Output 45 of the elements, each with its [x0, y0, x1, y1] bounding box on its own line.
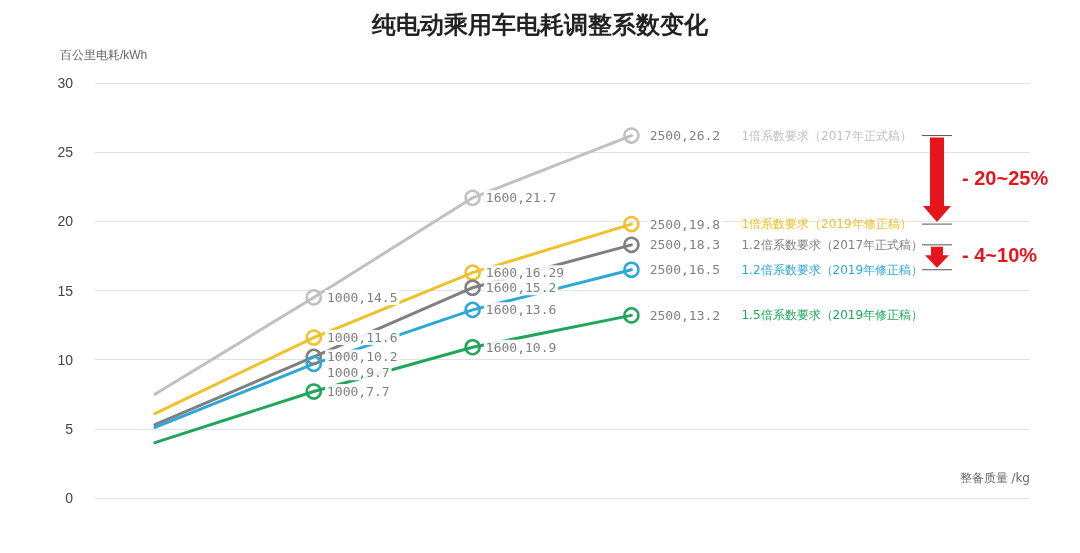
- data-label: 2500,18.3: [649, 237, 721, 253]
- data-label: 1600,15.2: [485, 280, 557, 296]
- data-label: 2500,26.2: [649, 128, 721, 144]
- data-label: 1000,11.6: [327, 330, 398, 346]
- point: [305, 383, 323, 400]
- y-tick-label: 30: [57, 75, 74, 91]
- data-label: 1600,13.6: [485, 302, 557, 318]
- point: [464, 279, 481, 296]
- data-label: 2500,13.2: [649, 307, 721, 323]
- point: [623, 307, 640, 324]
- point: [623, 236, 640, 254]
- point: [623, 215, 640, 233]
- y-tick-label: 10: [57, 351, 74, 368]
- point: [623, 261, 640, 278]
- text: 1.2倍系数要求（2019年修正稿）: [741, 262, 924, 277]
- point: [464, 264, 481, 281]
- data-label: 1000,7.7: [327, 383, 390, 399]
- point: [464, 338, 481, 356]
- text: 1倍系数要求（2019年修正稿）: [741, 217, 912, 232]
- data-label: 2500,19.8: [649, 216, 721, 232]
- y-tick-label: 25: [57, 144, 74, 161]
- data-label: 1000,10.2: [327, 349, 398, 365]
- text: 整备质量 /kg: [959, 470, 1030, 487]
- data-label: 1600,16.29: [485, 265, 565, 281]
- point: [305, 355, 323, 373]
- y-tick-label: 15: [57, 282, 74, 299]
- chart-title: 纯电动乘用车电耗调整系数变化: [371, 11, 709, 39]
- point: [464, 189, 481, 207]
- data-label: 1600,10.9: [485, 339, 557, 355]
- y-axis-title: 百公里电耗/kWh: [59, 48, 148, 62]
- data-label: 1000,14.5: [327, 289, 398, 305]
- point: [305, 329, 323, 346]
- y-tick-label: 5: [65, 420, 74, 437]
- text: - 4~10%: [962, 244, 1038, 268]
- text: 1.2倍系数要求（2017年正式稿）: [741, 237, 924, 252]
- point: [623, 127, 640, 144]
- data-label: 1600,21.7: [485, 190, 557, 206]
- text: - 20~25%: [962, 166, 1049, 190]
- data-label: 1000,9.7: [327, 365, 390, 381]
- text: 1.5倍系数要求（2019年修正稿）: [741, 308, 924, 323]
- data-label: 2500,16.5: [649, 262, 721, 278]
- y-tick-label: 20: [57, 213, 74, 230]
- point: [464, 301, 481, 319]
- point: [305, 289, 323, 306]
- y-tick-label: 0: [65, 490, 74, 506]
